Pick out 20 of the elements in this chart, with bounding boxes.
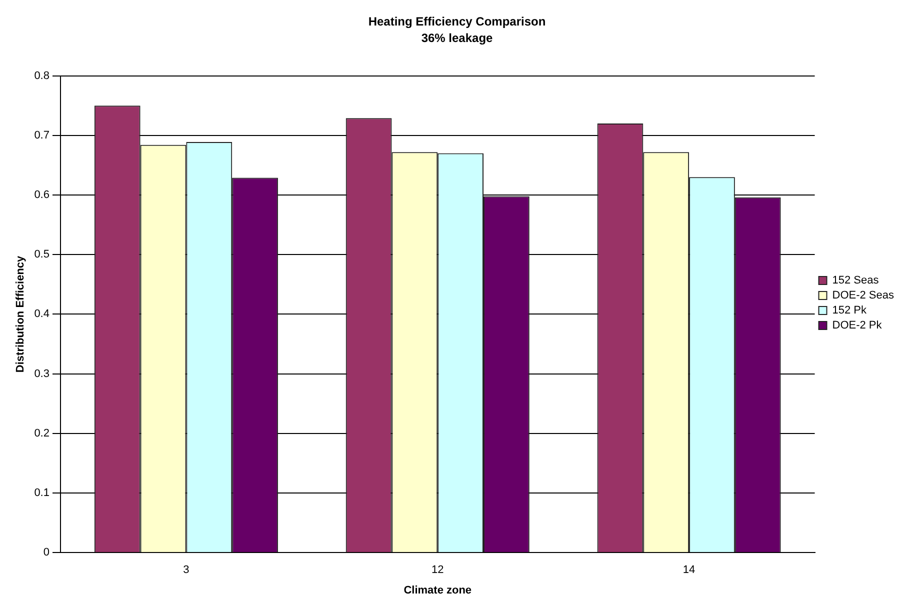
chart-subtitle: 36% leakage [421, 30, 494, 45]
x-tick-label: 12 [432, 564, 444, 576]
y-axis-title: Distribution Efficiency [14, 254, 27, 373]
legend-label: 152 Pk [832, 304, 867, 317]
y-tick-label: 0.1 [34, 487, 50, 500]
x-axis-title: Climate zone [404, 584, 472, 596]
y-tick-label: 0.8 [34, 70, 50, 82]
x-tick-label: 14 [682, 564, 696, 576]
y-tick-label: 0.7 [34, 129, 50, 142]
legend-label: DOE-2 Seas [832, 290, 894, 302]
y-tick-label: 0.5 [34, 248, 50, 261]
y-tick-label: 0.3 [34, 368, 50, 380]
y-tick-label: 0.6 [34, 189, 50, 202]
y-tick-label: 0.4 [34, 308, 50, 320]
y-tick-label: 0 [43, 546, 50, 559]
x-tick-label: 3 [183, 564, 190, 576]
legend-label: 152 Seas [832, 274, 880, 287]
legend-label: DOE-2 Pk [832, 320, 882, 332]
chart-title: Heating Efficiency Comparison [368, 14, 546, 29]
y-tick-label: 0.2 [34, 427, 50, 440]
